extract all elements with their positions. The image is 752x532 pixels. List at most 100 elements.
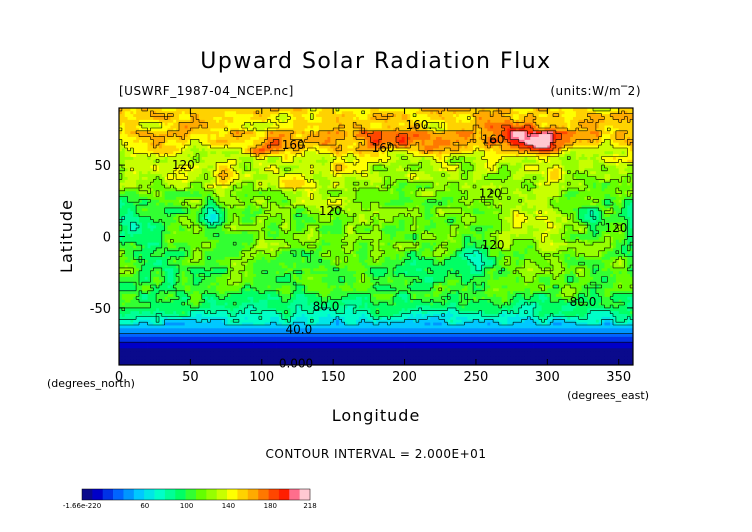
flux-cell [144, 350, 148, 354]
flux-cell [427, 296, 431, 300]
flux-cell [336, 299, 340, 303]
flux-cell [167, 307, 171, 312]
flux-cell [173, 296, 177, 300]
flux-cell [450, 285, 454, 289]
flux-cell [601, 293, 605, 297]
flux-cell [435, 362, 440, 365]
flux-cell [627, 362, 631, 365]
flux-cell [615, 305, 620, 309]
flux-cell [475, 327, 480, 332]
flux-cell [435, 327, 440, 332]
flux-cell [573, 339, 577, 343]
flux-cell [276, 310, 280, 314]
flux-cell [410, 336, 414, 340]
flux-cell [304, 342, 308, 346]
flux-cell [276, 293, 280, 297]
flux-cell [361, 285, 365, 289]
flux-cell [284, 287, 288, 292]
flux-cell [501, 359, 505, 363]
flux-cell [147, 285, 151, 289]
flux-cell [407, 356, 411, 360]
flux-cell [307, 299, 311, 303]
flux-cell [524, 325, 528, 329]
flux-cell [330, 333, 334, 337]
flux-cell [521, 342, 525, 346]
flux-cell [150, 285, 154, 289]
flux-cell [356, 319, 360, 323]
flux-cell [604, 293, 608, 297]
flux-cell [624, 336, 628, 340]
flux-cell [461, 347, 465, 352]
flux-cell [247, 339, 251, 343]
flux-cell [624, 302, 628, 306]
flux-cell [321, 285, 325, 289]
flux-cell [504, 333, 508, 337]
flux-cell [130, 305, 134, 309]
flux-cell [541, 296, 545, 300]
flux-cell [213, 319, 217, 323]
flux-cell [381, 353, 385, 357]
flux-cell [381, 327, 385, 332]
flux-cell [535, 339, 540, 343]
flux-cell [481, 330, 485, 334]
flux-cell [184, 356, 188, 360]
flux-cell [213, 287, 217, 292]
flux-cell [433, 313, 437, 317]
flux-cell [327, 296, 331, 300]
flux-cell [353, 330, 357, 334]
flux-cell [298, 302, 303, 306]
flux-cell [524, 333, 528, 337]
flux-cell [127, 299, 131, 303]
flux-cell [293, 307, 297, 312]
flux-cell [147, 327, 151, 332]
flux-cell [495, 333, 500, 337]
flux-cell [156, 287, 160, 292]
flux-cell [187, 359, 191, 363]
flux-cell [313, 350, 317, 354]
flux-cell [301, 310, 306, 314]
flux-cell [535, 353, 540, 357]
flux-cell [390, 353, 394, 357]
flux-cell [181, 333, 186, 337]
flux-cell [544, 293, 548, 297]
flux-cell [298, 336, 303, 340]
flux-cell [521, 296, 525, 300]
flux-cell [610, 316, 614, 320]
flux-cell [276, 325, 280, 329]
flux-cell [287, 293, 291, 297]
flux-cell [418, 310, 423, 314]
flux-cell [244, 296, 248, 300]
flux-cell [207, 330, 211, 334]
flux-cell [184, 330, 188, 334]
flux-cell [418, 305, 423, 309]
flux-cell [238, 313, 243, 317]
flux-cell [341, 296, 345, 300]
flux-cell [298, 316, 303, 320]
flux-cell [450, 302, 454, 306]
flux-cell [404, 330, 408, 334]
flux-cell [327, 310, 331, 314]
flux-cell [438, 310, 443, 314]
flux-cell [313, 322, 317, 326]
flux-cell [138, 293, 143, 297]
flux-cell [555, 359, 560, 363]
flux-cell [227, 356, 231, 360]
flux-cell [615, 345, 620, 349]
flux-cell [564, 342, 568, 346]
flux-cell [361, 333, 365, 337]
flux-cell [296, 347, 300, 352]
flux-cell [524, 316, 528, 320]
flux-cell [584, 307, 588, 312]
flux-cell [475, 359, 480, 363]
flux-cell [538, 359, 543, 363]
flux-cell [481, 350, 485, 354]
flux-cell [244, 322, 248, 326]
flux-cell [518, 319, 523, 323]
flux-cell [238, 350, 243, 354]
flux-cell [390, 322, 394, 326]
flux-cell [450, 322, 454, 326]
flux-cell [278, 285, 283, 289]
flux-cell [344, 339, 348, 343]
flux-cell [124, 356, 128, 360]
flux-cell [524, 342, 528, 346]
